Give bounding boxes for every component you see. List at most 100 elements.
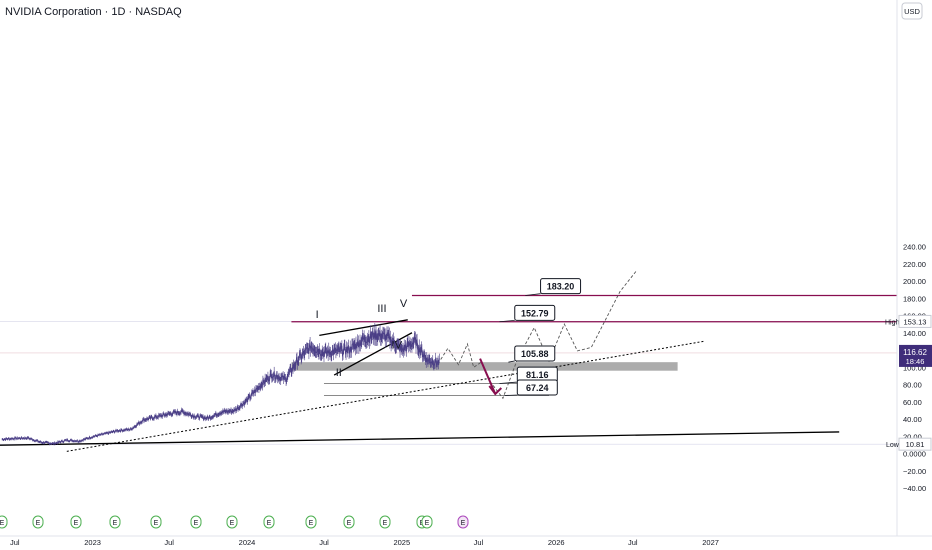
low-box bbox=[898, 437, 932, 451]
x-tick-label: Jul bbox=[164, 538, 174, 547]
y-tick-label: 180.00 bbox=[903, 294, 926, 303]
callout-label: 105.88 bbox=[521, 349, 549, 359]
x-tick-label: 2023 bbox=[84, 538, 101, 547]
y-tick-label: 40.00 bbox=[903, 415, 922, 424]
earnings-marker-badge bbox=[379, 515, 391, 529]
high-badge: High 153.13 bbox=[885, 314, 932, 328]
earnings-marker-badge bbox=[190, 515, 202, 529]
y-tick-label: 20.00 bbox=[903, 432, 922, 441]
earnings-marker-label: E bbox=[0, 520, 5, 527]
earnings-marker[interactable]: E bbox=[305, 515, 317, 529]
price-callout[interactable]: 183.20 bbox=[525, 278, 582, 296]
price-callout[interactable]: 105.88 bbox=[508, 345, 556, 363]
down-arrow bbox=[479, 358, 503, 396]
x-tick-label: 2025 bbox=[393, 538, 410, 547]
price-callout[interactable]: 152.79 bbox=[499, 304, 556, 323]
x-tick-label: Jul bbox=[319, 538, 329, 547]
earnings-marker-badge bbox=[343, 515, 355, 529]
earnings-marker[interactable]: E bbox=[0, 515, 8, 529]
last-price-box bbox=[899, 344, 932, 367]
earnings-marker-badge bbox=[150, 515, 162, 529]
trendlines bbox=[0, 319, 840, 452]
earnings-marker-label: E bbox=[309, 520, 314, 527]
trendline[interactable] bbox=[0, 431, 840, 446]
currency-badge[interactable]: USD bbox=[901, 2, 923, 20]
callout-box bbox=[514, 304, 556, 321]
earnings-marker[interactable]: E bbox=[343, 515, 355, 529]
earnings-marker[interactable]: E bbox=[421, 515, 433, 529]
price-callout[interactable]: 81.16 bbox=[499, 366, 558, 384]
low-value: 10.81 bbox=[906, 440, 925, 449]
price-axis[interactable] bbox=[897, 0, 932, 550]
earnings-marker[interactable]: E bbox=[70, 515, 82, 529]
earnings-marker[interactable]: E bbox=[109, 515, 121, 529]
y-tick-label: 0.0000 bbox=[903, 450, 926, 459]
y-tick-label: 100.00 bbox=[903, 363, 926, 372]
event-markers: EEEEEEEEEEEEEE bbox=[0, 515, 469, 529]
x-tick-label: 2027 bbox=[702, 538, 719, 547]
arrow-shaft bbox=[479, 358, 497, 395]
projection-line[interactable] bbox=[440, 270, 637, 400]
callout-box bbox=[514, 345, 556, 362]
x-tick-label: Jul bbox=[10, 538, 20, 547]
callout-box bbox=[516, 379, 558, 396]
y-tick-label: 200.00 bbox=[903, 277, 926, 286]
arrow-head bbox=[488, 385, 503, 396]
earnings-marker-badge bbox=[457, 515, 469, 529]
y-tick-label: 80.00 bbox=[903, 381, 922, 390]
wave-label: I bbox=[316, 309, 319, 321]
y-tick-label: 60.00 bbox=[903, 398, 922, 407]
earnings-marker-badge bbox=[226, 515, 238, 529]
wave-label: V bbox=[400, 298, 408, 310]
earnings-marker[interactable]: E bbox=[150, 515, 162, 529]
earnings-marker-badge bbox=[32, 515, 44, 529]
earnings-marker[interactable]: E bbox=[32, 515, 44, 529]
trendline[interactable] bbox=[66, 340, 704, 452]
earnings-marker[interactable]: E bbox=[190, 515, 202, 529]
currency-box bbox=[901, 2, 923, 20]
high-value: 153.13 bbox=[904, 317, 927, 326]
y-tick-label: 140.00 bbox=[903, 329, 926, 338]
earnings-marker[interactable]: E bbox=[379, 515, 391, 529]
earnings-marker-label: E bbox=[267, 520, 272, 527]
earnings-marker-label: E bbox=[154, 520, 159, 527]
horizontal-levels bbox=[0, 294, 897, 445]
earnings-marker-badge bbox=[70, 515, 82, 529]
earnings-marker[interactable]: E bbox=[263, 515, 275, 529]
earnings-marker-label: E bbox=[194, 520, 199, 527]
earnings-marker-badge bbox=[109, 515, 121, 529]
callout-leader bbox=[525, 293, 541, 296]
earnings-marker-label: E bbox=[230, 520, 235, 527]
projection-path bbox=[440, 270, 637, 400]
earnings-marker-badge bbox=[305, 515, 317, 529]
last-price-value: 116.62 bbox=[903, 348, 927, 357]
x-tick-label: Jul bbox=[474, 538, 484, 547]
trendline[interactable] bbox=[319, 319, 408, 336]
earnings-marker-badge bbox=[421, 515, 433, 529]
callout-label: 81.16 bbox=[526, 370, 549, 380]
price-callout[interactable]: 67.24 bbox=[504, 379, 558, 396]
callout-leader bbox=[499, 320, 515, 323]
y-tick-label: −20.00 bbox=[903, 467, 926, 476]
level-callouts: 183.20 152.79 105.88 81.16 67.24 bbox=[499, 278, 582, 396]
currency-label: USD bbox=[904, 7, 920, 16]
earnings-marker[interactable]: E bbox=[457, 515, 469, 529]
earnings-marker-badge bbox=[0, 515, 8, 529]
low-label: Low bbox=[886, 442, 900, 449]
callout-leader bbox=[508, 360, 515, 363]
chart-title: NVIDIA Corporation · 1D · NASDAQ bbox=[5, 6, 182, 18]
high-label: High bbox=[885, 319, 900, 326]
earnings-marker-label: E bbox=[383, 520, 388, 527]
callout-leader bbox=[499, 381, 518, 384]
y-tick-label: 220.00 bbox=[903, 260, 926, 269]
last-price-countdown: 18:46 bbox=[906, 357, 925, 366]
earnings-marker[interactable]: E bbox=[226, 515, 238, 529]
price-line[interactable] bbox=[1, 329, 440, 446]
callout-label: 152.79 bbox=[521, 308, 549, 318]
earnings-marker-label: E bbox=[347, 520, 352, 527]
